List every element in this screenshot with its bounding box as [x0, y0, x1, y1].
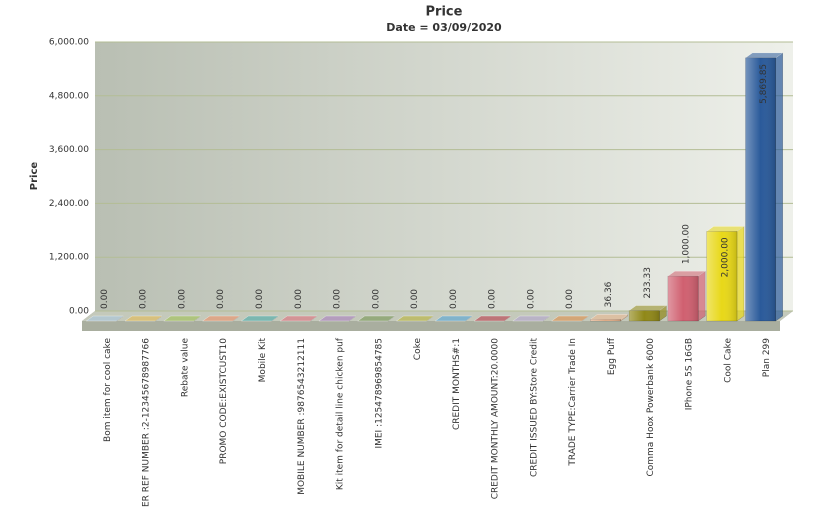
- x-tick-label: Kit item for detail line chicken puf: [336, 337, 346, 490]
- x-tick-label: Cool Cake: [723, 338, 733, 383]
- bar-top: [434, 315, 474, 322]
- bar-shine: [629, 310, 660, 321]
- y-tick-label: 4,800.00: [49, 91, 89, 101]
- x-tick-label: CREDIT ISSUED BY:Store Credit: [529, 338, 539, 478]
- value-label: 0.00: [139, 289, 149, 309]
- x-tick-label: PROMO CODE:EXISTCUST10: [219, 338, 229, 464]
- plot-wall: [95, 42, 793, 311]
- value-label: 5,869.85: [759, 64, 769, 104]
- x-tick-label: TRADE TYPE:Carrier Trade In: [568, 338, 578, 467]
- x-tick-label: CREDIT MONTHS#:1: [452, 338, 462, 430]
- value-label: 0.00: [333, 289, 343, 309]
- value-label: 0.00: [449, 289, 459, 309]
- bar-top: [589, 314, 629, 320]
- x-tick-label: Comma Hoox Powerbank 6000: [646, 338, 656, 477]
- value-label: 0.00: [371, 289, 381, 309]
- bar-shine: [667, 276, 699, 321]
- bar-top: [85, 315, 125, 322]
- bar-top: [395, 315, 435, 322]
- x-tick-label: Coke: [413, 338, 423, 361]
- y-tick-label: 1,200.00: [49, 253, 89, 263]
- value-label: 233.33: [643, 267, 653, 299]
- y-tick-label: 0.00: [69, 307, 89, 317]
- bar-top: [705, 226, 745, 232]
- bar-side: [736, 225, 745, 322]
- bar-top: [512, 315, 551, 322]
- x-tick-label: CREDIT MONTHLY AMOUNT:20.0000: [491, 338, 501, 500]
- value-label: 0.00: [488, 289, 498, 309]
- value-label: 0.00: [216, 289, 226, 309]
- value-label: 36.36: [604, 281, 614, 307]
- x-tick-label: IMEI :125478969854785: [374, 338, 384, 449]
- bar-top: [550, 315, 590, 322]
- bar-top: [279, 315, 319, 322]
- bar-top: [240, 315, 280, 322]
- bar-top: [628, 305, 668, 311]
- bar-top: [356, 315, 396, 322]
- value-label: 0.00: [255, 289, 265, 309]
- bar-top: [473, 315, 513, 322]
- bar-top: [163, 315, 202, 322]
- y-tick-label: 3,600.00: [49, 145, 89, 155]
- value-label: 0.00: [100, 289, 110, 309]
- chart-subtitle: Date = 03/09/2020: [386, 21, 502, 34]
- bar-top: [124, 315, 164, 322]
- y-axis-label: Price: [29, 162, 40, 191]
- x-tick-label: Rebate value: [180, 338, 190, 398]
- bar-side: [697, 270, 706, 322]
- x-tick-label: Mobile Kit: [258, 338, 268, 383]
- value-label: 1,000.00: [682, 224, 692, 264]
- bar-top: [667, 270, 706, 277]
- x-tick-label: ER REF NUMBER :2-12345678987766: [142, 338, 152, 507]
- value-label: 0.00: [565, 289, 575, 309]
- bar-side: [775, 52, 783, 322]
- value-label: 0.00: [526, 289, 536, 309]
- bar-shine: [590, 319, 621, 321]
- value-label: 0.00: [410, 289, 420, 309]
- x-tick-label: IPhone 5S 16GB: [685, 338, 695, 410]
- bar-shine: [745, 57, 776, 322]
- bar-top: [201, 315, 241, 322]
- bar-top: [318, 315, 357, 322]
- x-tick-label: Bom item for cool cake: [103, 338, 113, 442]
- chart-title: Price: [426, 5, 463, 20]
- value-label: 0.00: [294, 289, 304, 309]
- y-tick-label: 6,000.00: [49, 38, 89, 48]
- value-label: 0.00: [177, 289, 187, 309]
- value-label: 2,000.00: [720, 237, 730, 277]
- bar-top: [744, 52, 784, 59]
- bar-shine: [706, 231, 737, 321]
- x-tick-label: Egg Puff: [607, 337, 617, 375]
- x-tick-label: MOBILE NUMBER :9876543212111: [297, 338, 307, 495]
- y-tick-label: 2,400.00: [49, 199, 89, 209]
- x-tick-label: Plan 299: [762, 338, 772, 377]
